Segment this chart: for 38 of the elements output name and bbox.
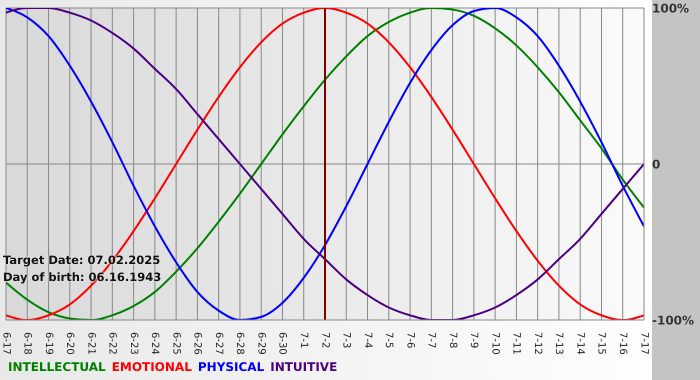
x-tick-label: 6-21 [85,332,96,355]
x-tick-label: 7-10 [489,332,500,355]
x-tick-label: 7-12 [532,332,543,355]
text: EMOTIONAL [112,360,192,374]
x-tick-label: 6-27 [212,332,224,355]
x-tick-label: 6-25 [170,332,182,355]
x-tick-label: 6-26 [192,332,203,355]
x-tick-label: 7-17 [638,332,650,355]
y-tick-label: 0 [652,157,660,172]
x-tick-label: 6-18 [22,332,33,355]
x-tick-label: 7-1 [298,332,309,348]
x-tick-label: 7-5 [383,332,394,348]
x-tick-label: 6-24 [149,332,160,355]
x-tick-label: 7-8 [446,332,458,348]
x-tick-label: 7-13 [553,332,564,355]
x-tick-label: 7-3 [340,332,352,348]
x-tick-label: 7-4 [362,332,373,348]
x-tick-label: 6-20 [64,332,76,355]
text: PHYSICAL [198,360,264,374]
x-tick-label: 7-7 [426,332,437,348]
x-tick-label: 6-28 [234,332,246,355]
x-tick-label: 7-16 [617,332,628,355]
x-tick-label: 7-9 [468,332,480,348]
text: INTUITIVE [270,360,338,374]
x-tick-label: 6-23 [128,332,139,355]
y-tick-label: -100% [652,313,694,328]
x-tick-label: 6-17 [0,332,12,355]
text: INTELLECTUAL [8,360,106,374]
y-tick-label: 100% [652,1,690,16]
x-tick-label: 7-14 [574,332,586,355]
x-tick-label: 7-11 [510,332,522,355]
x-tick-label: 6-19 [42,332,54,355]
x-tick-label: 7-15 [596,332,607,355]
x-tick-label: 7-2 [319,332,330,348]
x-tick-label: 7-6 [404,332,416,348]
x-tick-label: 6-30 [276,332,288,355]
x-tick-label: 6-29 [255,332,266,355]
x-tick-label: 6-22 [106,332,118,355]
